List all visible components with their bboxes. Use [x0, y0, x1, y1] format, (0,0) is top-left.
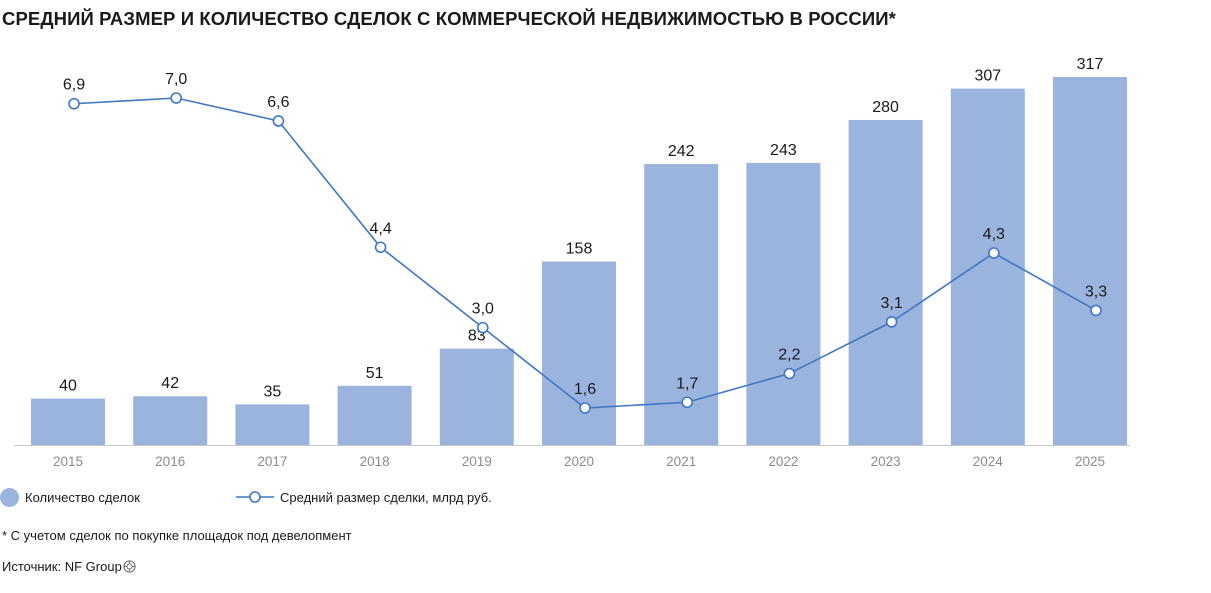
source: Источник: NF Group — [2, 559, 136, 574]
x-tick-label-2023: 2023 — [871, 454, 901, 469]
bar-2023 — [848, 119, 923, 445]
line-value-label-2022: 2,2 — [778, 347, 800, 364]
bar-value-label-2020: 158 — [566, 241, 593, 258]
legend-line-label: Средний размер сделки, млрд руб. — [280, 489, 492, 505]
x-tick-label-2019: 2019 — [462, 454, 492, 469]
line-point-2018 — [374, 241, 387, 254]
line-point-2022 — [783, 367, 796, 380]
x-tick-label-2025: 2025 — [1075, 454, 1105, 469]
x-tick-label-2020: 2020 — [564, 454, 594, 469]
x-tick-label-2016: 2016 — [155, 454, 185, 469]
line-value-label-2018: 4,4 — [369, 220, 391, 237]
combo-chart: 4020154220163520175120188320191582020242… — [14, 56, 1130, 469]
bar-2017 — [235, 404, 310, 445]
bar-2016 — [133, 396, 208, 445]
bar-2015 — [31, 398, 105, 445]
source-text: Источник: NF Group — [2, 559, 122, 574]
footnote: * С учетом сделок по покупке площадок по… — [2, 528, 352, 543]
line-value-label-2024: 4,3 — [983, 226, 1005, 243]
legend-item-line: Средний размер сделки, млрд руб. — [236, 487, 492, 507]
line-point-2016 — [170, 92, 182, 104]
bar-2025 — [1053, 77, 1127, 445]
bar-value-label-2022: 243 — [770, 142, 797, 159]
line-value-label-2021: 1,7 — [676, 375, 698, 392]
nf-group-logo-icon — [123, 560, 136, 573]
x-tick-label-2021: 2021 — [666, 454, 696, 469]
legend-bar-label: Количество сделок — [25, 489, 140, 505]
line-point-2019 — [476, 321, 489, 334]
line-value-label-2023: 3,1 — [880, 295, 902, 312]
line-point-2023 — [885, 316, 898, 328]
bar-2021 — [644, 164, 719, 446]
bar-2020 — [542, 261, 616, 445]
line-value-label-2015: 6,9 — [63, 77, 85, 94]
chart-title: СРЕДНИЙ РАЗМЕР И КОЛИЧЕСТВО СДЕЛОК С КОМ… — [2, 8, 896, 29]
line-point-2021 — [681, 396, 694, 409]
line-value-label-2017: 6,6 — [267, 94, 289, 111]
bar-2019 — [439, 348, 514, 445]
bar-value-label-2016: 42 — [161, 375, 179, 392]
bar-value-label-2015: 40 — [59, 378, 77, 395]
x-tick-label-2018: 2018 — [360, 454, 390, 469]
line-point-2024 — [987, 247, 1000, 259]
bar-value-label-2024: 307 — [974, 68, 1001, 85]
bar-value-label-2021: 242 — [668, 143, 695, 160]
bar-value-label-2018: 51 — [366, 365, 384, 382]
legend-bar-swatch — [0, 487, 19, 507]
x-tick-label-2015: 2015 — [53, 454, 83, 469]
legend-line-swatch — [236, 491, 274, 503]
line-value-label-2025: 3,3 — [1085, 283, 1107, 300]
line-value-label-2019: 3,0 — [472, 301, 494, 318]
line-point-2020 — [579, 402, 591, 414]
x-tick-label-2024: 2024 — [973, 454, 1004, 469]
bar-2018 — [337, 385, 412, 445]
x-tick-label-2017: 2017 — [257, 454, 287, 469]
x-tick-label-2022: 2022 — [768, 454, 798, 469]
line-value-label-2016: 7,0 — [165, 71, 187, 88]
bar-value-label-2017: 35 — [264, 383, 282, 400]
line-value-label-2020: 1,6 — [574, 381, 596, 398]
bar-value-label-2025: 317 — [1077, 56, 1104, 73]
bar-2024 — [950, 88, 1025, 446]
line-point-2015 — [68, 97, 80, 110]
bar-value-label-2023: 280 — [872, 99, 899, 116]
bar-2022 — [746, 162, 821, 445]
line-point-2025 — [1090, 304, 1102, 317]
line-point-2017 — [272, 115, 285, 127]
legend-item-bars: Количество сделок — [0, 487, 140, 507]
